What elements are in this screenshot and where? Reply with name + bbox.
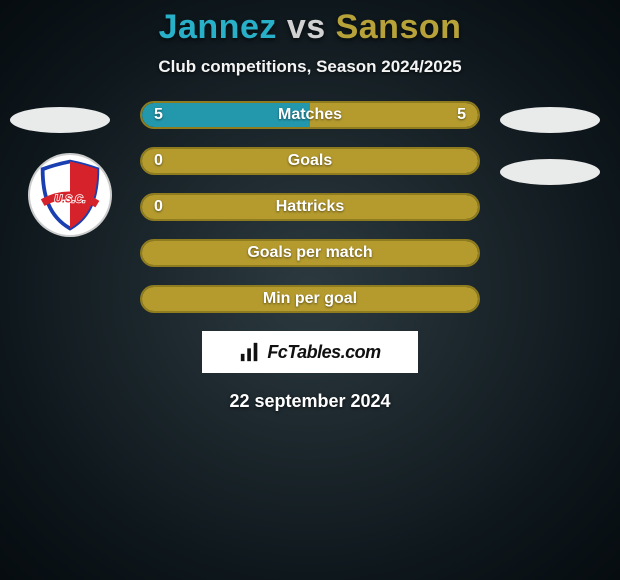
club-crest: U.S.C. [28,153,112,237]
stat-value-left: 0 [142,149,175,173]
subtitle: Club competitions, Season 2024/2025 [0,57,620,77]
stat-value-left [142,287,166,311]
stat-label: Goals per match [142,241,478,265]
stat-value-right [454,149,478,173]
stat-value-right: 5 [445,103,478,127]
stat-value-left: 5 [142,103,175,127]
stat-label: Matches [142,103,478,127]
bars-icon [239,341,261,363]
stat-label: Min per goal [142,287,478,311]
stat-value-right [454,287,478,311]
stat-row-hattricks: Hattricks0 [140,193,480,221]
title-player1: Jannez [159,8,277,46]
stat-row-matches: Matches5 5 [140,101,480,129]
stat-label: Hattricks [142,195,478,219]
stat-row-goals-per-match: Goals per match [140,239,480,267]
crest-text: U.S.C. [54,194,85,206]
stat-row-goals: Goals0 [140,147,480,175]
comparison-title: Jannez vs Sanson [0,0,620,47]
stats-stage: U.S.C. Matches55Goals0Hattricks0Goals pe… [0,101,620,313]
shield-icon: U.S.C. [32,157,108,233]
stat-value-right [454,195,478,219]
stats-rows: Matches55Goals0Hattricks0Goals per match… [140,101,480,313]
right-oval-1 [500,159,600,185]
stat-value-left [142,241,166,265]
stat-value-right [454,241,478,265]
branding-badge: FcTables.com [202,331,418,373]
stat-value-left: 0 [142,195,175,219]
stat-row-min-per-goal: Min per goal [140,285,480,313]
left-oval-0 [10,107,110,133]
title-vs: vs [287,8,326,46]
date-text: 22 september 2024 [0,391,620,412]
stat-label: Goals [142,149,478,173]
right-oval-0 [500,107,600,133]
title-player2: Sanson [336,8,462,46]
branding-text: FcTables.com [267,342,380,363]
